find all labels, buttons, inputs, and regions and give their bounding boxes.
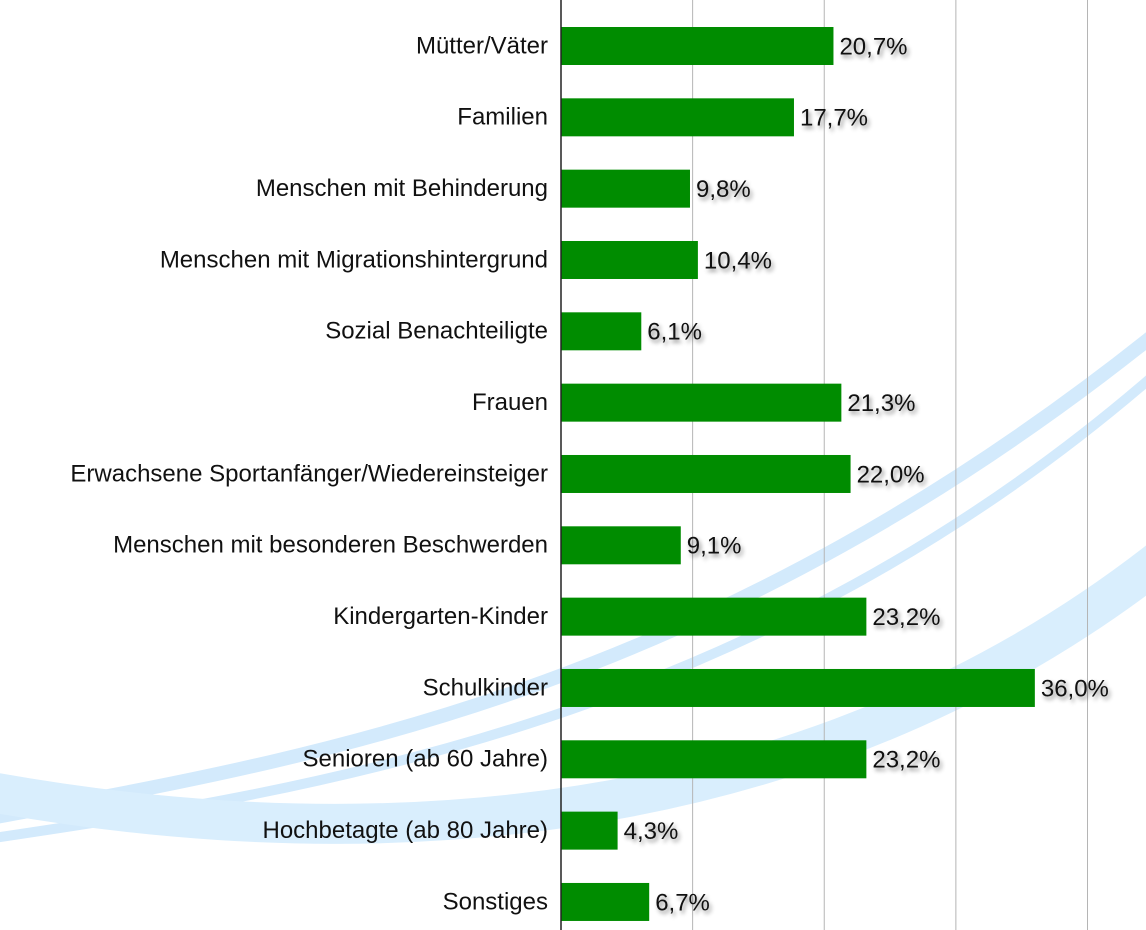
value-label: 23,2% [872, 747, 940, 774]
value-label: 4,3% [624, 818, 679, 845]
category-label: Hochbetagte (ab 80 Jahre) [262, 817, 548, 844]
value-label: 10,4% [704, 247, 772, 274]
bar [561, 383, 842, 422]
value-label: 9,1% [687, 533, 742, 560]
category-label: Menschen mit besonderen Beschwerden [113, 532, 548, 559]
bar [561, 882, 650, 921]
category-label: Menschen mit Behinderung [256, 175, 548, 202]
bar [561, 740, 867, 779]
value-label: 23,2% [872, 604, 940, 631]
value-label: 6,1% [647, 319, 702, 346]
bar [561, 811, 618, 850]
category-label: Mütter/Väter [416, 32, 548, 59]
value-label: 17,7% [800, 105, 868, 132]
category-label: Senioren (ab 60 Jahre) [303, 746, 548, 773]
bar [561, 98, 794, 137]
bars: Mütter/Väter 20,7% Familien 17,7% Menschen m… [70, 27, 1109, 921]
value-label: 9,8% [696, 176, 751, 203]
bar [561, 526, 681, 565]
category-label: Schulkinder [423, 674, 548, 701]
value-label: 21,3% [847, 390, 915, 417]
category-label: Erwachsene Sportanfänger/Wiedereinsteige… [70, 460, 548, 487]
bar [561, 240, 698, 279]
category-label: Kindergarten-Kinder [333, 603, 548, 630]
category-label: Frauen [472, 389, 548, 416]
value-label: 20,7% [839, 33, 907, 60]
value-label: 6,7% [655, 889, 710, 916]
category-label: Sonstiges [443, 888, 548, 915]
bar [561, 312, 642, 351]
value-label: 36,0% [1041, 675, 1109, 702]
bar [561, 27, 834, 65]
category-label: Familien [457, 104, 548, 131]
value-label: 22,0% [857, 461, 925, 488]
bar [561, 668, 1035, 707]
category-label: Menschen mit Migrationshintergrund [160, 246, 548, 273]
bar [561, 454, 851, 493]
bar [561, 597, 867, 636]
category-label: Sozial Benachteiligte [325, 318, 548, 345]
bar [561, 169, 690, 208]
